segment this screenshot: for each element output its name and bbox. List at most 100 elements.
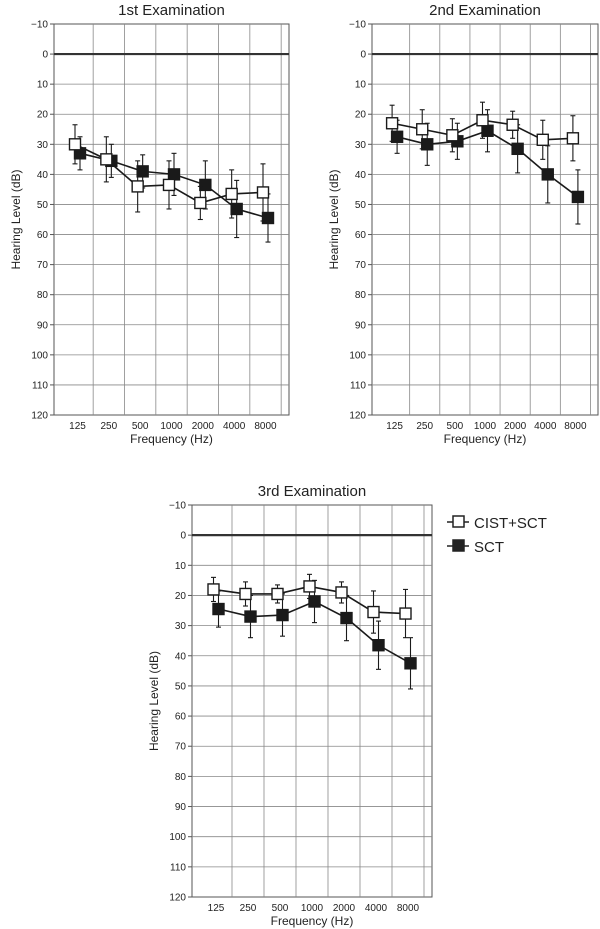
y-axis-label: Hearing Level (dB) — [147, 651, 161, 751]
data-point-open-square — [225, 187, 238, 201]
x-tick-label: 500 — [132, 421, 149, 432]
x-tick-label: 250 — [416, 421, 433, 432]
y-tick-label: 120 — [169, 893, 186, 904]
data-point-open-square — [566, 132, 580, 145]
y-tick-label: 80 — [175, 772, 187, 783]
y-tick-label: 90 — [175, 802, 187, 813]
y-tick-label: 20 — [175, 591, 187, 602]
data-point-filled-square — [421, 138, 434, 151]
y-tick-label: 40 — [175, 651, 187, 662]
x-tick-label: 250 — [240, 903, 257, 914]
data-point-filled-square — [167, 168, 181, 181]
data-point-open-square — [162, 178, 176, 192]
data-point-open-square — [385, 117, 399, 130]
y-tick-label: −10 — [31, 20, 48, 31]
data-point-open-square — [194, 196, 207, 210]
y-axis-label: Hearing Level (dB) — [327, 169, 341, 269]
y-tick-label: 0 — [180, 531, 186, 542]
chart-panel-3rd-examination: −10 0 10 20 30 40 50 60 70 80 90 100 110 120 125 250 500… — [147, 483, 433, 928]
data-point-open-square — [207, 583, 220, 596]
chart-panel-2nd-examination: −10 0 10 20 30 40 50 60 70 80 90 100 110 120 125 250 500… — [327, 2, 599, 446]
x-tick-label: 500 — [447, 421, 464, 432]
chart-title: 1st Examination — [118, 2, 225, 19]
y-tick-label: 0 — [42, 50, 48, 61]
data-point-open-square — [367, 605, 380, 619]
x-axis-label: Frequency (Hz) — [271, 914, 354, 928]
data-point-filled-square — [244, 610, 257, 623]
x-tick-label: 2000 — [504, 421, 527, 432]
y-tick-label: 50 — [175, 681, 187, 692]
x-axis-label: Frequency (Hz) — [130, 432, 213, 446]
chart-title: 2nd Examination — [429, 2, 541, 19]
data-point-open-square — [239, 587, 252, 601]
y-tick-label: 50 — [355, 200, 367, 211]
y-tick-label: 30 — [37, 140, 49, 151]
y-tick-label: 70 — [37, 260, 49, 271]
x-tick-label: 8000 — [564, 421, 587, 432]
x-tick-label: 8000 — [397, 903, 420, 914]
y-tick-label: 60 — [355, 230, 367, 241]
data-point-open-square — [68, 138, 82, 151]
x-tick-label: 1000 — [160, 421, 183, 432]
legend-marker-open-square — [452, 515, 465, 528]
y-tick-label: 120 — [31, 411, 48, 422]
x-tick-label: 1000 — [301, 903, 324, 914]
data-point-filled-square — [276, 608, 289, 622]
data-point-open-square — [506, 118, 519, 131]
y-tick-label: 90 — [37, 320, 49, 331]
x-tick-label: 4000 — [223, 421, 246, 432]
x-tick-label: 2000 — [333, 903, 356, 914]
y-tick-label: 110 — [32, 380, 48, 391]
y-tick-label: 0 — [360, 50, 366, 61]
x-tick-label: 8000 — [254, 421, 277, 432]
chart-title: 3rd Examination — [258, 483, 366, 500]
y-tick-label: 70 — [355, 260, 367, 271]
data-point-filled-square — [136, 165, 149, 178]
data-point-filled-square — [199, 178, 212, 192]
y-tick-label: 40 — [355, 170, 367, 181]
x-axis-label: Frequency (Hz) — [444, 432, 527, 446]
data-point-filled-square — [511, 142, 524, 156]
y-tick-label: 80 — [37, 290, 49, 301]
y-tick-label: 20 — [355, 110, 367, 121]
data-point-filled-square — [571, 190, 585, 204]
x-tick-label: 500 — [272, 903, 289, 914]
y-tick-label: 70 — [175, 742, 187, 753]
data-point-filled-square — [372, 639, 385, 652]
y-tick-label: 80 — [355, 290, 367, 301]
x-tick-label: 4000 — [534, 421, 557, 432]
y-tick-label: 10 — [37, 80, 49, 91]
y-axis-label: Hearing Level (dB) — [9, 169, 23, 269]
data-point-open-square — [100, 153, 113, 166]
data-point-filled-square — [404, 657, 417, 670]
data-point-filled-square — [340, 611, 353, 625]
y-tick-label: 30 — [355, 140, 367, 151]
y-tick-label: 100 — [31, 350, 48, 361]
data-point-open-square — [399, 607, 412, 620]
data-point-open-square — [271, 587, 284, 601]
legend-label-sct: SCT — [474, 539, 504, 556]
plot-frame — [53, 23, 290, 416]
y-tick-label: 100 — [169, 832, 186, 843]
y-tick-label: 20 — [37, 110, 49, 121]
data-point-open-square — [256, 186, 270, 199]
y-tick-label: 100 — [349, 350, 366, 361]
data-point-filled-square — [481, 124, 494, 137]
plot-frame — [371, 23, 599, 416]
chart-panel-1st-examination: −10 0 10 20 30 40 50 60 70 80 90 100 110 120 125 250 500… — [9, 2, 290, 446]
data-point-open-square — [335, 586, 348, 599]
y-tick-label: 110 — [170, 862, 186, 873]
data-point-filled-square — [212, 602, 225, 616]
data-point-open-square — [446, 129, 459, 142]
x-tick-label: 4000 — [365, 903, 388, 914]
series-cist-sct — [207, 573, 412, 639]
data-point-open-square — [416, 123, 429, 136]
data-point-filled-square — [541, 168, 554, 181]
data-point-open-square — [303, 580, 316, 593]
x-tick-label: 125 — [386, 421, 403, 432]
y-tick-label: 30 — [175, 621, 187, 632]
series-cist-sct — [385, 101, 580, 162]
y-tick-label: 10 — [355, 80, 367, 91]
y-tick-label: 10 — [175, 561, 187, 572]
